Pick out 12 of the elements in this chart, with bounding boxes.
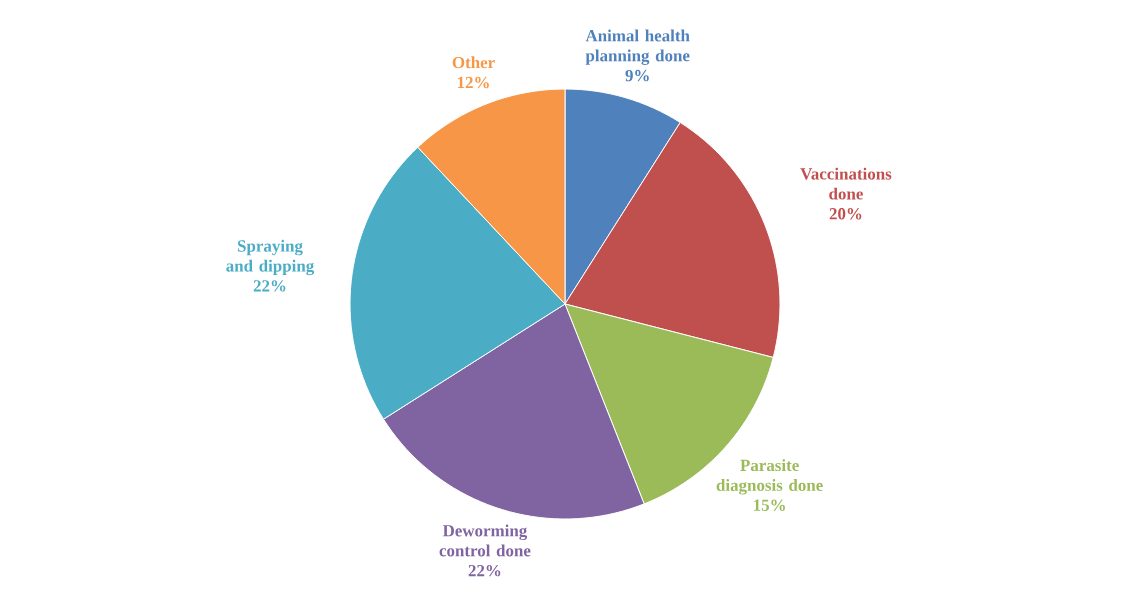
data-label: 22% [468, 564, 501, 577]
slice-label: Animal health planning done [585, 29, 690, 65]
slice-label: Other [452, 56, 495, 69]
data-label: 15% [754, 499, 785, 511]
data-label: 22% [253, 280, 286, 292]
data-label: 20% [829, 208, 862, 220]
data-label: 9% [625, 69, 649, 82]
slice-label: Vaccinations done [800, 167, 892, 200]
data-label: 12% [457, 76, 489, 89]
slice-label: Deworming control done [439, 524, 531, 557]
slice-label: Parasite diagnosis done [716, 459, 823, 495]
slice-label: Spraying and dipping [226, 239, 315, 276]
